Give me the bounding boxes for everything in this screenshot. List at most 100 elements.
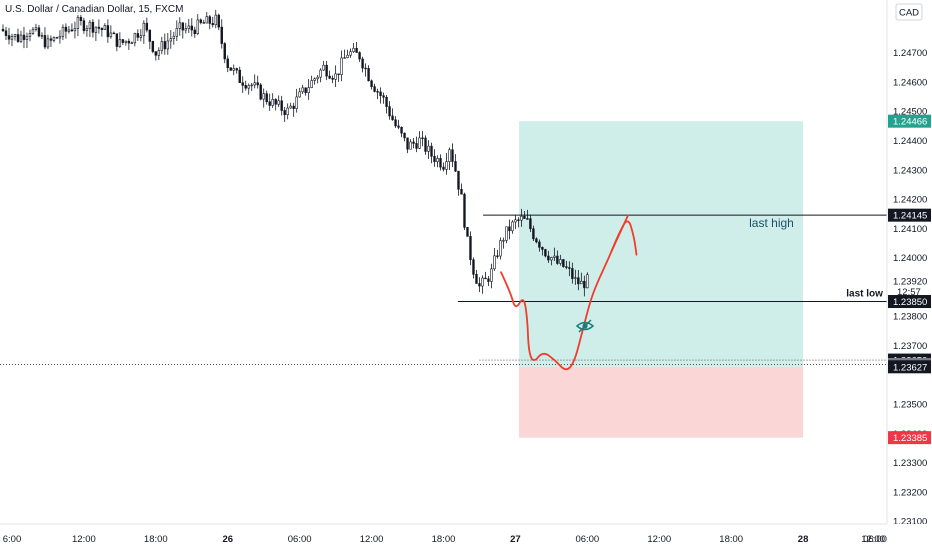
price-tick-label: 1.24400 — [893, 136, 927, 147]
candle — [160, 36, 164, 55]
candle-body — [478, 283, 481, 287]
candle — [325, 60, 328, 81]
candle-body — [406, 137, 409, 150]
hide-icon[interactable] — [575, 319, 595, 333]
candle-body — [511, 221, 514, 232]
candle-body — [505, 226, 508, 241]
candle-body — [385, 96, 388, 107]
candle — [220, 19, 223, 49]
price-tick-label: 1.24000 — [893, 253, 927, 264]
candle-body — [73, 28, 77, 32]
price-axis[interactable]: 1.24700 1.24600 1.24500 1.24400 1.24300 1.242… — [886, 0, 932, 550]
candle — [121, 39, 125, 45]
candle-body — [502, 240, 505, 242]
candle — [178, 17, 181, 36]
candle — [268, 93, 271, 111]
candle — [55, 36, 59, 39]
candle-body — [67, 29, 71, 32]
candle-body — [562, 259, 565, 267]
annotation-last-high: last high — [749, 216, 794, 230]
candle-body — [76, 16, 80, 29]
candle-body — [331, 77, 334, 80]
candle-body — [226, 58, 229, 68]
candle-body — [538, 241, 541, 248]
candle — [58, 30, 62, 44]
candle-body — [454, 161, 457, 172]
candle-body — [34, 27, 38, 30]
candle — [541, 246, 544, 256]
projection-arrow — [500, 214, 638, 371]
candle-body — [31, 29, 35, 34]
candle-body — [508, 226, 511, 232]
candle — [166, 33, 170, 55]
candle-body — [436, 158, 439, 162]
candle — [94, 26, 98, 42]
candle-body — [547, 255, 550, 261]
candle-body — [166, 40, 170, 50]
candle — [199, 18, 202, 25]
currency-badge[interactable]: CAD — [895, 3, 923, 21]
candle-body — [244, 85, 247, 89]
candle-body — [370, 80, 373, 87]
candle-body — [376, 91, 379, 93]
candle-body — [16, 34, 20, 42]
candle-body — [127, 40, 131, 44]
candle-body — [250, 84, 253, 87]
candle — [481, 275, 484, 294]
candle-body — [193, 29, 196, 35]
candle-body — [397, 125, 400, 128]
candle-body — [19, 34, 23, 42]
candle — [517, 217, 520, 228]
time-axis[interactable]: 6:00 12:00 18:00 26 06:00 12:00 18:00 27 06:00 12… — [0, 523, 932, 550]
candle — [292, 102, 295, 117]
candle-body — [106, 25, 110, 38]
candle — [70, 23, 74, 32]
candle-body — [457, 170, 460, 190]
candle — [235, 67, 238, 74]
price-badge-bg — [888, 295, 931, 309]
candle-body — [271, 99, 274, 106]
candle — [64, 23, 68, 39]
eye-slash-icon — [578, 319, 592, 333]
candle — [523, 211, 526, 219]
candle-body — [286, 107, 289, 116]
candle-body — [535, 238, 538, 243]
candle-body — [1, 28, 5, 32]
candle-body — [439, 158, 442, 168]
candle — [43, 27, 47, 50]
price-badge-label: 1.23920 — [893, 277, 927, 288]
candle — [295, 88, 298, 113]
candle — [424, 135, 427, 155]
candle-body — [373, 86, 376, 92]
time-tick-label: 6:00 — [3, 534, 22, 545]
candle — [301, 84, 304, 94]
candle-body — [469, 236, 472, 261]
chart-title-text: U.S. Dollar / Canadian Dollar, 15, FXCM — [5, 4, 183, 15]
candle — [4, 26, 8, 41]
price-tick-label: 1.23300 — [893, 458, 927, 469]
candle — [511, 220, 514, 234]
candle-body — [316, 76, 319, 80]
time-tick-label: 06:00 — [863, 534, 887, 545]
candle — [538, 239, 541, 252]
candle-body — [220, 26, 223, 44]
time-tick-label: 06:00 — [288, 534, 312, 545]
price-badge-label: 1.23385 — [893, 433, 927, 444]
candle — [580, 272, 583, 285]
candle-body — [85, 28, 89, 31]
candle — [19, 30, 23, 44]
time-tick-label: 27 — [510, 534, 521, 545]
candle-body — [172, 35, 176, 39]
candle-body — [484, 277, 487, 280]
candle-body — [28, 33, 32, 37]
candle — [61, 24, 65, 41]
candle-body — [259, 84, 262, 100]
candle-body — [289, 105, 292, 109]
currency-label: CAD — [899, 8, 919, 19]
candle-body — [37, 27, 41, 37]
candle-body — [43, 35, 47, 48]
candle — [436, 155, 439, 168]
time-tick-label: 26 — [222, 534, 233, 545]
candle — [550, 256, 553, 266]
